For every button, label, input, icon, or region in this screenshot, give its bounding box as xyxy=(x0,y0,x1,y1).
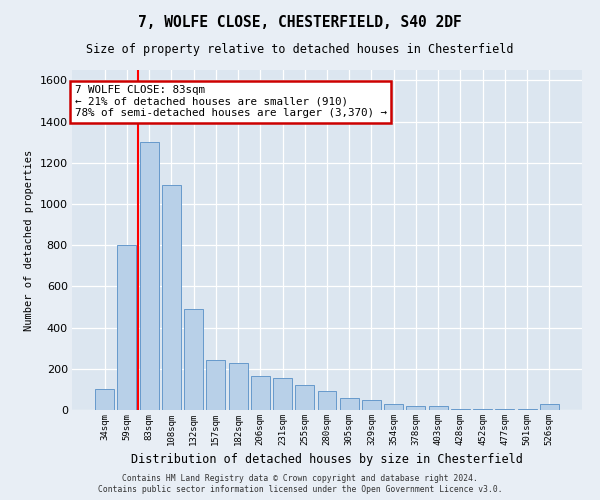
Bar xyxy=(206,360,225,410)
Bar xyxy=(140,142,158,410)
Bar xyxy=(95,390,114,410)
Bar xyxy=(229,362,248,410)
Text: 7 WOLFE CLOSE: 83sqm
← 21% of detached houses are smaller (910)
78% of semi-deta: 7 WOLFE CLOSE: 83sqm ← 21% of detached h… xyxy=(74,86,386,118)
Bar xyxy=(496,409,514,410)
Bar xyxy=(362,400,381,410)
Bar xyxy=(384,404,403,410)
Bar xyxy=(118,245,136,410)
Bar xyxy=(273,378,292,410)
Text: Contains HM Land Registry data © Crown copyright and database right 2024.
Contai: Contains HM Land Registry data © Crown c… xyxy=(98,474,502,494)
Bar xyxy=(162,186,181,410)
Bar xyxy=(184,309,203,410)
Bar xyxy=(251,376,270,410)
Bar xyxy=(406,406,425,410)
X-axis label: Distribution of detached houses by size in Chesterfield: Distribution of detached houses by size … xyxy=(131,454,523,466)
Bar xyxy=(295,386,314,410)
Bar xyxy=(340,398,359,410)
Text: Size of property relative to detached houses in Chesterfield: Size of property relative to detached ho… xyxy=(86,42,514,56)
Bar xyxy=(473,409,492,410)
Bar xyxy=(429,406,448,410)
Text: 7, WOLFE CLOSE, CHESTERFIELD, S40 2DF: 7, WOLFE CLOSE, CHESTERFIELD, S40 2DF xyxy=(138,15,462,30)
Y-axis label: Number of detached properties: Number of detached properties xyxy=(24,150,34,330)
Bar xyxy=(317,392,337,410)
Bar xyxy=(540,404,559,410)
Bar xyxy=(451,409,470,410)
Bar xyxy=(518,409,536,410)
